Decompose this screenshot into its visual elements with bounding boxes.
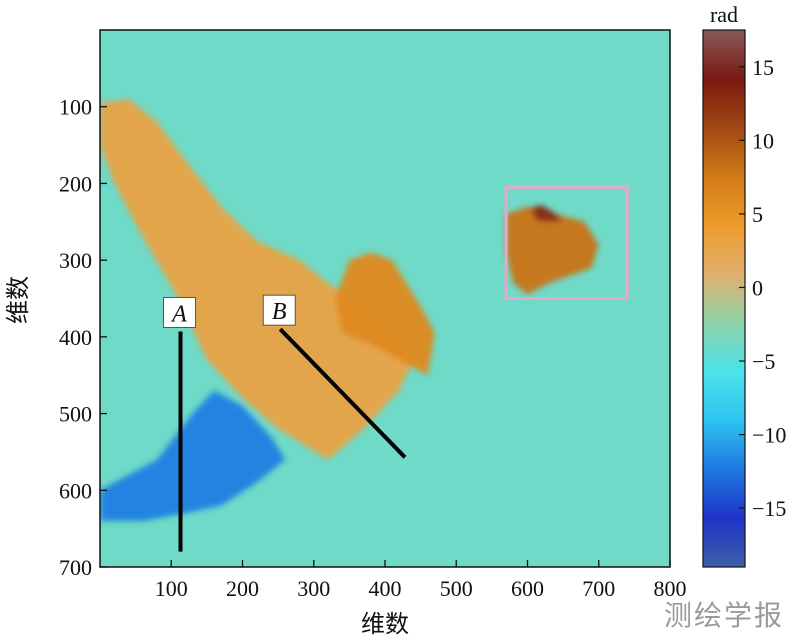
- phase-regions: [100, 99, 599, 521]
- profile-line-B: [278, 327, 407, 459]
- phase-region-subsidence-southwest: [100, 390, 286, 521]
- x-tick-label: 400: [369, 576, 402, 601]
- x-tick-label: 600: [511, 576, 544, 601]
- x-tick-label: 300: [297, 576, 330, 601]
- region-of-interest-box: [504, 185, 629, 300]
- phase-region-deformation-west: [100, 99, 414, 460]
- colorbar: rad 15 10 5 0 −5 −10 −15: [702, 2, 786, 568]
- y-tick-label: 600: [59, 478, 92, 503]
- profile-label-box-A: [163, 296, 197, 328]
- colorbar-unit: rad: [710, 2, 738, 27]
- colorbar-ticks: 15 10 5 0 −5 −10 −15: [739, 55, 786, 521]
- colorbar-tick-label: 0: [752, 275, 763, 300]
- colorbar-scale: [702, 29, 746, 568]
- x-tick-label: 100: [155, 576, 188, 601]
- phase-region-uplift-northeast: [506, 206, 599, 295]
- profile-label-box-B: [262, 294, 296, 326]
- y-tick-label: 700: [59, 555, 92, 580]
- colorbar-tick-label: 10: [752, 128, 774, 153]
- colorbar-tick-label: 15: [752, 55, 774, 80]
- y-tick-label: 200: [59, 171, 92, 196]
- x-axis-title: 维数: [361, 610, 409, 638]
- x-tick-label: 700: [582, 576, 615, 601]
- profile-label-A: A: [170, 301, 187, 327]
- y-tick-label: 500: [59, 402, 92, 427]
- colorbar-tick-label: −15: [752, 496, 786, 521]
- x-tick-label: 200: [226, 576, 259, 601]
- colorbar-tick-label: −10: [752, 423, 786, 448]
- x-tick-label: 800: [654, 576, 687, 601]
- colorbar-tick-label: 5: [752, 202, 763, 227]
- y-axis-ticks: 100 200 300 400 500 600 700: [59, 95, 107, 580]
- x-tick-label: 500: [440, 576, 473, 601]
- phase-region-uplift-center: [335, 252, 435, 376]
- y-tick-label: 300: [59, 248, 92, 273]
- y-tick-label: 100: [59, 95, 92, 120]
- x-axis-ticks: 100 200 300 400 500 600 700 800: [155, 560, 687, 601]
- profile-label-B: B: [272, 299, 287, 325]
- y-axis-title: 维数: [4, 276, 32, 324]
- y-tick-label: 400: [59, 325, 92, 350]
- journal-watermark: 测绘学报: [663, 599, 784, 632]
- colorbar-tick-label: −5: [752, 349, 775, 374]
- phase-region-uplift-northeast-core: [531, 204, 564, 222]
